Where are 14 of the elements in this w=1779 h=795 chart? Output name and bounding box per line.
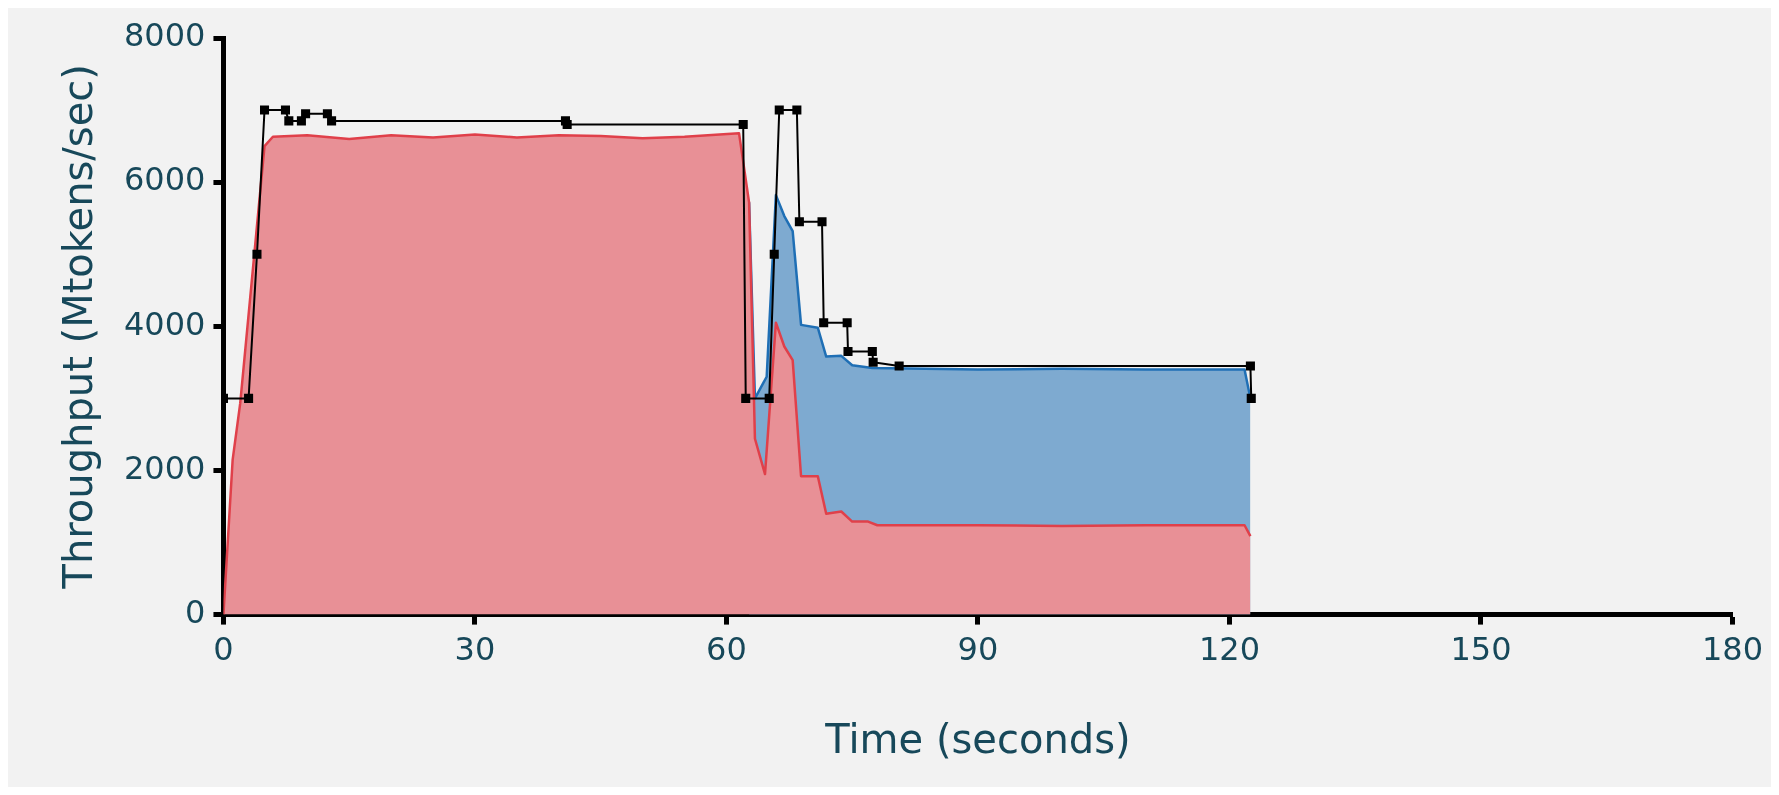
- y-tick-label: 0: [185, 592, 206, 631]
- y-tick-label: 4000: [124, 304, 206, 343]
- x-tick-label: 0: [213, 630, 234, 669]
- y-tick-label: 6000: [124, 160, 206, 199]
- x-axis-title: Time (seconds): [824, 716, 1131, 763]
- y-tick-label: 2000: [124, 448, 206, 487]
- x-tick-label: 120: [1198, 630, 1260, 669]
- x-tick-label: 60: [706, 630, 747, 669]
- x-tick-label: 30: [454, 630, 496, 669]
- x-tick-label: 150: [1450, 630, 1512, 669]
- x-tick-label: 180: [1701, 630, 1763, 669]
- y-axis-title: Throughput (Mtokens/sec): [55, 64, 102, 590]
- y-tick-label: 8000: [124, 16, 206, 55]
- x-tick-label: 90: [957, 630, 999, 669]
